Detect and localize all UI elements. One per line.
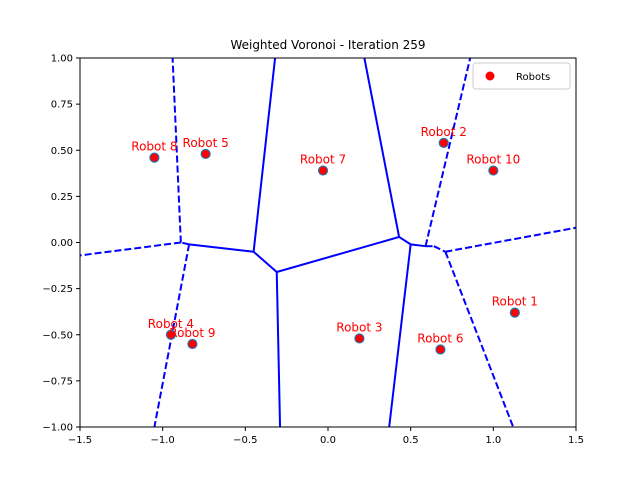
robot-8-point xyxy=(149,152,160,163)
voronoi-edge-solid xyxy=(276,236,400,273)
voronoi-edge-solid xyxy=(388,244,412,427)
robot-1-label: Robot 1 xyxy=(492,295,538,309)
voronoi-edge-solid xyxy=(398,236,412,246)
y-tick-label: 0.00 xyxy=(51,238,73,249)
legend-marker xyxy=(485,71,495,81)
legend: Robots xyxy=(472,62,571,90)
robot-7-point xyxy=(317,165,329,176)
voronoi-edge-dashed xyxy=(444,251,515,427)
y-axis: −1.00 −0.75 −0.50 −0.25 0.00 0.25 0.50 0.75 1.00 xyxy=(42,54,80,434)
plot-area: Robot 1 Robot 2 Robot 3 Robot 4 Robot 5 Robot… xyxy=(79,57,577,428)
robot-6-label: Robot 6 xyxy=(417,332,463,346)
y-tick-label: 0.50 xyxy=(51,146,73,157)
x-tick-label: −1.0 xyxy=(151,435,175,446)
robot-5-point xyxy=(200,148,211,160)
x-tick-label: 0.5 xyxy=(403,435,419,446)
voronoi-edge-solid xyxy=(189,243,254,253)
voronoi-edge-dashed xyxy=(180,241,190,246)
y-tick-label: −1.00 xyxy=(42,423,73,434)
robot-9-label: Robot 9 xyxy=(169,326,215,340)
voronoi-edge-solid xyxy=(275,271,282,427)
x-tick-label: 1.5 xyxy=(568,435,584,446)
voronoi-edges xyxy=(80,58,576,427)
robot-1-point xyxy=(509,307,520,318)
legend-label: Robots xyxy=(516,72,550,83)
robot-9-point xyxy=(187,338,198,350)
voronoi-edge-solid xyxy=(410,243,426,248)
robot-points xyxy=(149,137,520,355)
robot-10-point xyxy=(488,165,499,176)
x-axis: −1.5 −1.0 −0.5 0.0 0.5 1.0 1.5 xyxy=(68,427,584,446)
robot-4-label: Robot 4 xyxy=(148,317,194,331)
x-tick-label: −1.5 xyxy=(68,435,92,446)
robot-6-point xyxy=(435,344,446,355)
voronoi-edge-dashed xyxy=(433,245,446,253)
robot-3-point xyxy=(354,333,365,344)
y-tick-label: 1.00 xyxy=(51,54,73,65)
robot-labels: Robot 1 Robot 2 Robot 3 Robot 4 Robot 5 Robot… xyxy=(131,125,538,346)
y-tick-label: −0.75 xyxy=(42,376,73,387)
robot-4-point xyxy=(165,329,177,340)
robot-10-label: Robot 10 xyxy=(466,153,520,167)
voronoi-edge-solid xyxy=(252,58,277,252)
voronoi-edge-solid xyxy=(363,58,401,238)
robot-7-label: Robot 7 xyxy=(300,153,346,167)
robot-8-label: Robot 8 xyxy=(131,140,177,154)
legend-box xyxy=(472,62,571,90)
robot-3-label: Robot 3 xyxy=(336,320,382,334)
voronoi-edge-dashed xyxy=(445,226,576,253)
y-tick-label: −0.25 xyxy=(42,284,73,295)
y-tick-label: 0.25 xyxy=(51,192,73,203)
chart-title: Weighted Voronoi - Iteration 259 xyxy=(230,38,425,52)
voronoi-edge-dashed xyxy=(171,58,182,243)
voronoi-edge-solid xyxy=(252,250,278,273)
voronoi-edge-dashed xyxy=(80,241,181,257)
y-tick-label: 0.75 xyxy=(51,100,73,111)
y-tick-label: −0.50 xyxy=(42,330,73,341)
robot-2-point xyxy=(438,137,449,148)
robot-5-label: Robot 5 xyxy=(183,136,229,150)
x-tick-label: 1.0 xyxy=(485,435,501,446)
x-tick-label: 0.0 xyxy=(320,435,336,446)
voronoi-edge-dashed xyxy=(424,58,472,247)
robot-2-label: Robot 2 xyxy=(421,125,467,139)
x-tick-label: −0.5 xyxy=(233,435,257,446)
